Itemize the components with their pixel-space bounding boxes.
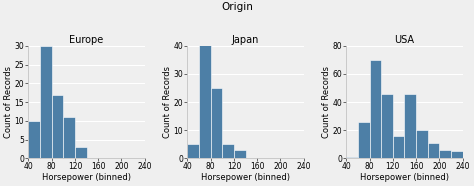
Bar [64, 117, 75, 158]
Bar [451, 151, 463, 158]
Title: USA: USA [394, 35, 414, 45]
Bar [381, 94, 393, 158]
Bar [358, 122, 370, 158]
Title: Europe: Europe [70, 35, 104, 45]
Bar [199, 43, 210, 158]
Bar [52, 94, 64, 158]
X-axis label: Horsepower (binned): Horsepower (binned) [360, 173, 449, 182]
Bar [404, 94, 416, 158]
Bar [416, 130, 428, 158]
Text: Origin: Origin [221, 2, 253, 12]
Title: Japan: Japan [232, 35, 259, 45]
Y-axis label: Count of Records: Count of Records [163, 66, 172, 138]
X-axis label: Horsepower (binned): Horsepower (binned) [42, 173, 131, 182]
Bar [346, 157, 358, 158]
Bar [28, 121, 40, 158]
Bar [75, 147, 87, 158]
Y-axis label: Count of Records: Count of Records [322, 66, 331, 138]
Bar [393, 136, 404, 158]
Bar [370, 60, 381, 158]
Y-axis label: Count of Records: Count of Records [4, 66, 13, 138]
Bar [40, 46, 52, 158]
Bar [234, 150, 246, 158]
Bar [428, 143, 439, 158]
Bar [187, 144, 199, 158]
X-axis label: Horsepower (binned): Horsepower (binned) [201, 173, 290, 182]
Bar [439, 150, 451, 158]
Bar [222, 144, 234, 158]
Bar [210, 88, 222, 158]
